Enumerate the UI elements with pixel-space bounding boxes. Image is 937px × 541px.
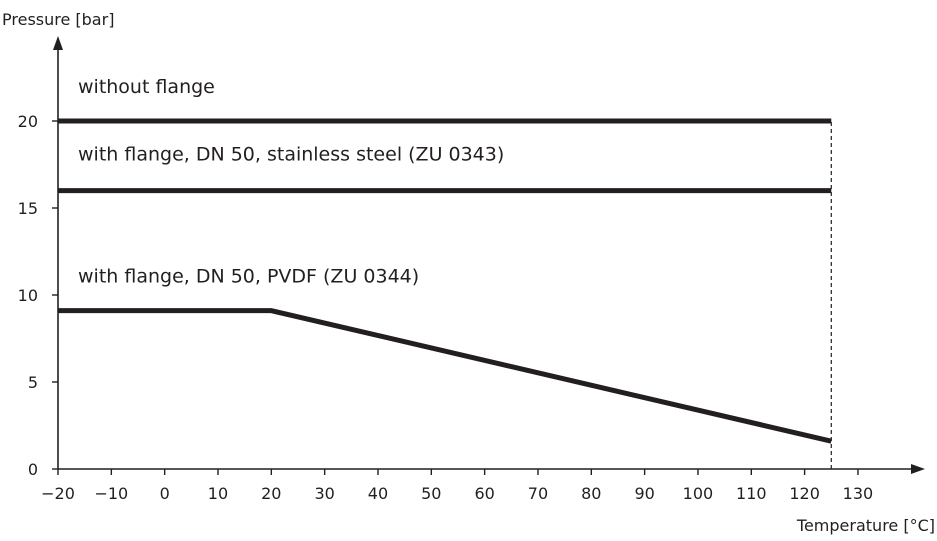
y-tick-label: 20 bbox=[18, 112, 38, 131]
x-tick-label: 60 bbox=[474, 484, 494, 503]
series-group bbox=[58, 118, 832, 444]
series-label: with flange, DN 50, stainless steel (ZU … bbox=[78, 144, 504, 166]
series-line bbox=[58, 308, 832, 444]
series-label: without flange bbox=[78, 76, 215, 98]
x-tick-label: −20 bbox=[41, 484, 75, 503]
y-tick-label: 5 bbox=[28, 373, 38, 392]
x-tick-label: −10 bbox=[94, 484, 128, 503]
y-axis-title: Pressure [bar] bbox=[2, 10, 114, 29]
y-tick-label: 0 bbox=[28, 460, 38, 479]
x-axis-title: Temperature [°C] bbox=[796, 516, 935, 535]
x-tick-label: 40 bbox=[368, 484, 388, 503]
x-tick-label: 10 bbox=[208, 484, 228, 503]
x-tick-label: 30 bbox=[314, 484, 334, 503]
y-ticks: 0 5 10 15 20 bbox=[18, 112, 58, 479]
x-tick-label: 50 bbox=[421, 484, 441, 503]
y-tick-label: 15 bbox=[18, 199, 38, 218]
x-tick-label: 0 bbox=[160, 484, 170, 503]
series-labels: without flange with flange, DN 50, stainl… bbox=[78, 76, 504, 288]
x-tick-label: 90 bbox=[634, 484, 654, 503]
x-tick-label: 20 bbox=[261, 484, 281, 503]
x-tick-label: 100 bbox=[683, 484, 714, 503]
y-tick-label: 10 bbox=[18, 286, 38, 305]
y-axis-arrow-icon bbox=[53, 36, 63, 50]
x-tick-label: 130 bbox=[843, 484, 874, 503]
x-ticks: −20 −10 0 10 20 30 40 50 60 70 80 90 100 110 120 130 bbox=[41, 469, 873, 503]
axes bbox=[53, 36, 925, 474]
x-tick-label: 70 bbox=[528, 484, 548, 503]
series-label: with flange, DN 50, PVDF (ZU 0344) bbox=[78, 266, 419, 288]
x-tick-label: 110 bbox=[736, 484, 767, 503]
x-axis-arrow-icon bbox=[911, 464, 925, 474]
x-tick-label: 120 bbox=[789, 484, 820, 503]
x-tick-label: 80 bbox=[581, 484, 601, 503]
